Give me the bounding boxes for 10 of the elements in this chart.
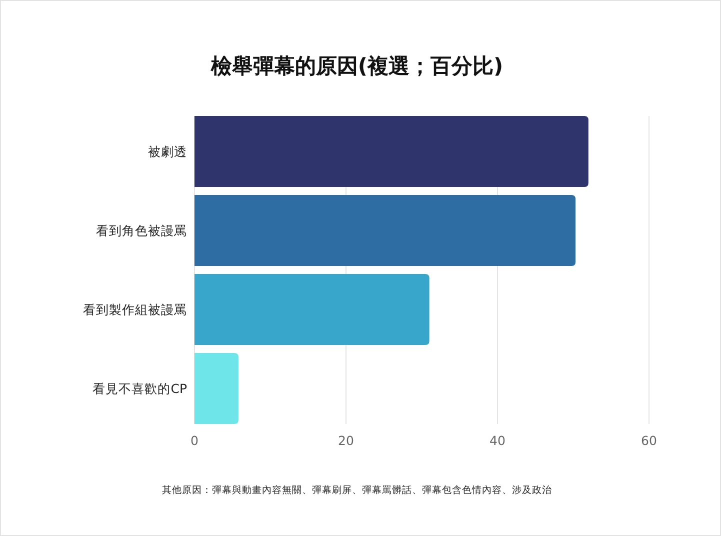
x-tick-label: 40 — [490, 433, 506, 448]
y-tick-label: 被劇透 — [148, 144, 187, 159]
title: 檢舉彈幕的原因(複選；百分比) — [210, 54, 504, 78]
annotation: 其他原因：彈幕與動畫內容無關、彈幕刷屏、彈幕罵髒話、彈幕包含色情內容、涉及政治 — [162, 485, 552, 496]
y-tick-label: 看見不喜歡的CP — [92, 381, 188, 396]
y-tick-label: 看到角色被謾罵 — [96, 223, 187, 238]
x-tick-label: 60 — [641, 433, 657, 448]
y-tick-label: 看到製作組被謾罵 — [83, 302, 187, 317]
x-tick-label: 20 — [338, 433, 354, 448]
x-tick-label: 0 — [190, 433, 199, 448]
